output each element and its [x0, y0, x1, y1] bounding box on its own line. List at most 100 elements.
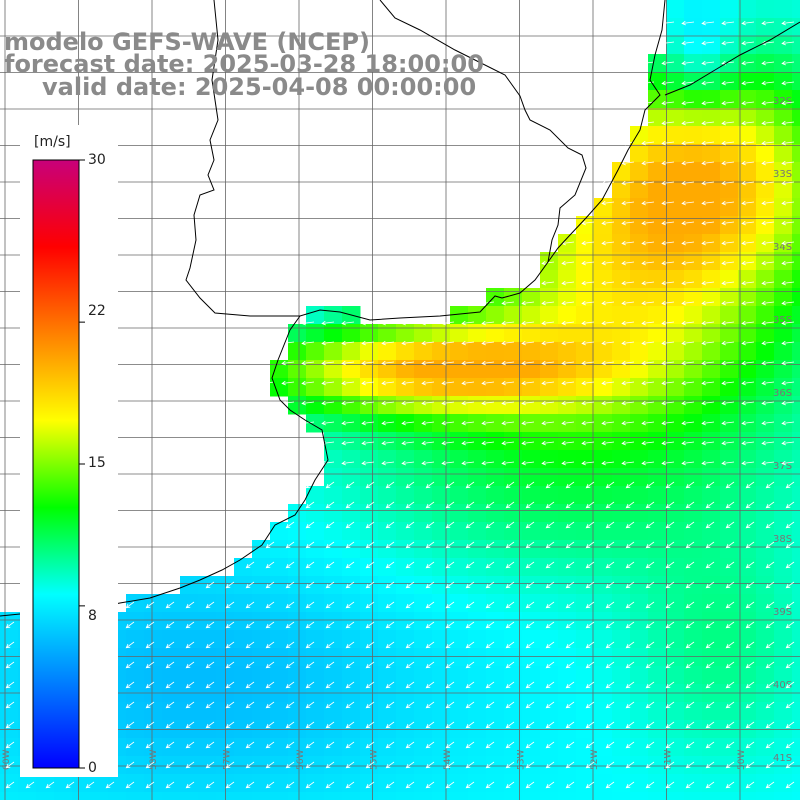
wind-cell — [774, 72, 793, 91]
wind-cell — [738, 162, 757, 181]
wind-cell — [342, 612, 361, 631]
wind-cell — [576, 342, 595, 361]
wind-cell — [792, 396, 800, 415]
wind-cell — [576, 594, 595, 613]
wind-arrow — [581, 440, 595, 446]
wind-arrow — [681, 20, 695, 26]
wind-arrow — [285, 641, 295, 649]
wind-cell — [540, 414, 559, 433]
wind-cell — [648, 774, 667, 793]
wind-cell — [774, 648, 793, 667]
wind-arrow — [665, 621, 675, 629]
wind-cell — [468, 702, 487, 721]
wind-cell — [612, 486, 631, 505]
wind-arrow — [565, 561, 575, 569]
wind-cell — [324, 396, 343, 415]
coastline-south — [0, 315, 329, 617]
wind-arrow — [761, 140, 775, 146]
wind-cell — [396, 486, 415, 505]
wind-arrow — [681, 340, 695, 346]
wind-cell — [702, 468, 721, 487]
wind-cell — [792, 144, 800, 163]
wind-cell — [684, 630, 703, 649]
wind-arrow — [445, 641, 455, 649]
wind-arrow — [601, 400, 615, 406]
wind-arrow — [705, 541, 715, 549]
wind-cell — [738, 486, 757, 505]
wind-cell — [414, 738, 433, 757]
wind-cell — [630, 324, 649, 343]
wind-cell — [234, 612, 253, 631]
wind-arrow — [461, 320, 475, 326]
wind-cell — [396, 774, 415, 793]
wind-arrow — [445, 601, 455, 609]
wind-cell — [756, 648, 775, 667]
wind-cell — [648, 432, 667, 451]
wind-cell — [450, 792, 469, 804]
wind-cell — [684, 756, 703, 775]
wind-cell — [486, 468, 505, 487]
wind-arrow — [505, 681, 515, 689]
wind-cell — [612, 612, 631, 631]
colorbar-tick-8: 8 — [88, 608, 97, 624]
wind-cell — [792, 756, 800, 775]
wind-arrow — [125, 721, 135, 729]
wind-cell — [720, 324, 739, 343]
wind-cell — [666, 72, 685, 91]
wind-cell — [306, 306, 325, 325]
wind-arrow — [5, 721, 15, 729]
wind-cell — [648, 216, 667, 235]
wind-arrow — [501, 460, 515, 466]
wind-cell — [702, 54, 721, 73]
wind-arrow — [661, 220, 675, 226]
wind-cell — [702, 756, 721, 775]
wind-cell — [486, 504, 505, 523]
wind-cell — [540, 666, 559, 685]
wind-arrow — [265, 661, 275, 669]
wind-arrow — [545, 681, 555, 689]
wind-cell — [540, 432, 559, 451]
wind-arrow — [681, 140, 695, 146]
wind-cell — [504, 738, 523, 757]
wind-arrow — [485, 501, 495, 509]
wind-arrow — [325, 581, 335, 589]
wind-cell — [270, 792, 289, 804]
wind-cell — [198, 666, 217, 685]
wind-cell — [90, 774, 109, 793]
wind-cell — [756, 162, 775, 181]
wind-cell — [738, 432, 757, 451]
wind-cell — [666, 432, 685, 451]
wind-cell — [540, 792, 559, 804]
wind-cell — [360, 612, 379, 631]
wind-arrow — [345, 781, 355, 789]
wind-arrow — [601, 460, 615, 466]
wind-cell — [666, 576, 685, 595]
wind-cell — [720, 468, 739, 487]
wind-cell — [792, 576, 800, 595]
wind-arrow — [365, 501, 375, 509]
wind-arrow — [621, 280, 635, 286]
wind-arrow — [405, 681, 415, 689]
wind-arrow — [785, 601, 795, 609]
wind-arrow — [125, 741, 135, 749]
wind-cell — [522, 450, 541, 469]
wind-cell — [396, 702, 415, 721]
wind-cell — [522, 558, 541, 577]
wind-cell — [630, 252, 649, 271]
wind-cell — [486, 774, 505, 793]
wind-arrow — [541, 400, 555, 406]
wind-cell — [792, 702, 800, 721]
wind-cell — [468, 594, 487, 613]
wind-arrow — [485, 761, 495, 769]
wind-arrow — [525, 681, 535, 689]
wind-cell — [486, 558, 505, 577]
wind-cell — [432, 378, 451, 397]
wind-arrow — [341, 380, 355, 386]
wind-arrow — [261, 380, 275, 386]
wind-cell — [684, 396, 703, 415]
wind-cell — [702, 630, 721, 649]
wind-cell — [252, 756, 271, 775]
wind-cell — [630, 414, 649, 433]
wind-arrow — [341, 420, 355, 426]
wind-cell — [486, 324, 505, 343]
